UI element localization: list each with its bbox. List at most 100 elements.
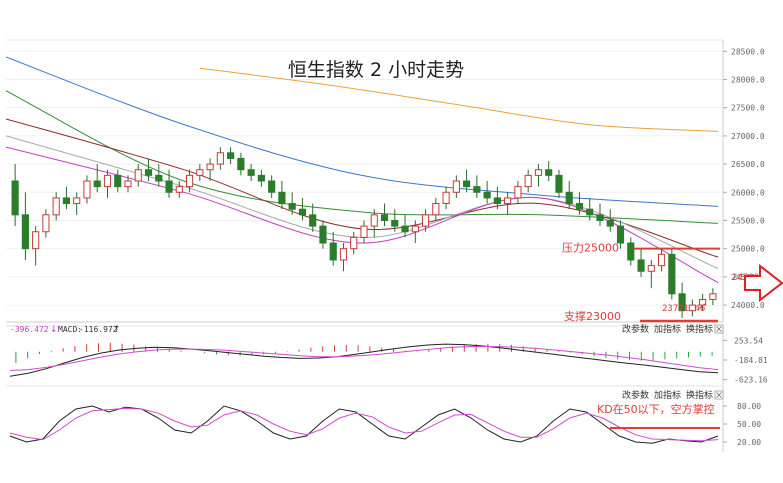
price-tick-label: 26500.0	[731, 160, 765, 169]
kd-close-icon[interactable]	[714, 390, 724, 400]
candle-body	[380, 214, 389, 221]
candle	[411, 220, 419, 244]
candle-body	[52, 197, 60, 216]
candle-body	[93, 180, 101, 188]
candle	[237, 152, 245, 176]
candle	[175, 181, 183, 198]
candle-body	[268, 180, 276, 193]
kd-tick-label: 20.00	[737, 438, 761, 447]
candle	[606, 209, 614, 232]
candle	[452, 175, 460, 198]
candle	[555, 169, 563, 198]
candle	[73, 192, 81, 215]
candle	[545, 161, 553, 181]
low-arrow-icon	[697, 303, 706, 310]
kd-btn-add-indicator[interactable]: 加指标	[654, 389, 681, 401]
macd-btn-switch-indicator[interactable]: 换指标	[686, 323, 713, 335]
candle	[298, 197, 307, 221]
moving-average-line	[199, 67, 719, 132]
kd-tick-label: 80.00	[737, 402, 761, 411]
candle-body	[627, 242, 635, 261]
resistance-label: 压力25000	[562, 242, 619, 255]
chart-title: 恒生指数 2 小时走势	[288, 59, 464, 81]
price-tick-label: 28000.0	[731, 75, 765, 84]
macd-dea-line	[9, 345, 719, 371]
candle-body	[11, 180, 19, 216]
candle-body	[411, 225, 419, 233]
candle-body	[103, 174, 112, 188]
candle-body	[442, 191, 450, 205]
moving-average-line	[6, 56, 719, 207]
candle	[421, 209, 430, 232]
candle	[319, 220, 327, 249]
candle-body	[134, 169, 142, 182]
macd-value1: -396.472	[10, 325, 49, 334]
macd-btn-add-indicator[interactable]: 加指标	[654, 323, 681, 335]
price-tick-label: 24000.0	[731, 301, 765, 310]
candle	[616, 220, 625, 249]
candle-body	[534, 169, 543, 176]
candle-body	[473, 186, 481, 193]
candle-body	[32, 231, 40, 250]
macd-close-icon[interactable]	[714, 324, 724, 334]
candle-body	[155, 174, 163, 182]
candle-body	[288, 203, 296, 210]
candle	[647, 259, 655, 289]
price-tick-label: 25000.0	[731, 245, 765, 254]
candle	[596, 203, 604, 227]
candle-body	[196, 169, 204, 176]
candle	[196, 164, 204, 181]
candlestick-series	[11, 147, 717, 318]
candle-body	[206, 163, 214, 171]
candle-body	[657, 253, 666, 267]
candle	[534, 164, 543, 187]
candle-body	[596, 214, 604, 221]
price-gridlines	[6, 50, 723, 306]
candle-body	[370, 214, 378, 227]
candle	[493, 186, 501, 210]
candle	[21, 192, 29, 260]
candle-body	[637, 259, 645, 272]
candle-body	[175, 186, 183, 193]
candle	[42, 209, 50, 238]
macd-arrow2-icon: ↑	[113, 325, 121, 335]
macd-y-axis: 253.54 -184.81 -623.16	[723, 336, 768, 385]
candle-body	[421, 214, 430, 227]
candle-body	[21, 214, 29, 250]
candle-body	[114, 174, 122, 188]
candle-body	[493, 197, 501, 205]
candle	[52, 192, 60, 221]
candle	[247, 164, 255, 181]
candle-body	[678, 293, 686, 312]
candle-body	[144, 169, 153, 176]
candle	[339, 243, 348, 272]
candle	[83, 175, 91, 204]
candle	[114, 169, 122, 193]
candle	[11, 164, 19, 227]
kd-tick-label: 50.00	[737, 420, 761, 429]
candle	[257, 169, 265, 187]
candle-body	[647, 265, 655, 272]
candle-body	[319, 225, 327, 244]
candle-body	[62, 197, 71, 205]
candle	[144, 158, 153, 181]
price-tick-label: 26000.0	[731, 188, 765, 197]
kd-btn-edit-params[interactable]: 改参数	[622, 389, 649, 401]
candle-body	[688, 304, 696, 312]
candle	[227, 147, 235, 165]
candle-body	[257, 174, 265, 182]
support-label: 支撑23000	[564, 309, 621, 323]
price-y-axis: 28500.0 28000.0 27500.0 27000.0 26500.0 26000…	[723, 47, 765, 310]
candle	[699, 293, 707, 311]
candle-body	[586, 208, 594, 216]
macd-btn-edit-params[interactable]: 改参数	[622, 323, 649, 335]
macd-arrow1-icon: ↓	[50, 325, 58, 335]
kd-btn-switch-indicator[interactable]: 换指标	[686, 389, 713, 401]
macd-panel: -396.472 ↓ MACD: -116.972 ↑ 改参数 加指标 换指标 …	[6, 323, 768, 385]
candle	[565, 181, 573, 210]
candle	[62, 186, 71, 210]
main-price-panel: 28500.0 28000.0 27500.0 27000.0 26500.0 26000…	[6, 39, 783, 323]
candle-body	[309, 214, 317, 227]
candle	[329, 231, 337, 266]
candle-body	[237, 157, 245, 171]
